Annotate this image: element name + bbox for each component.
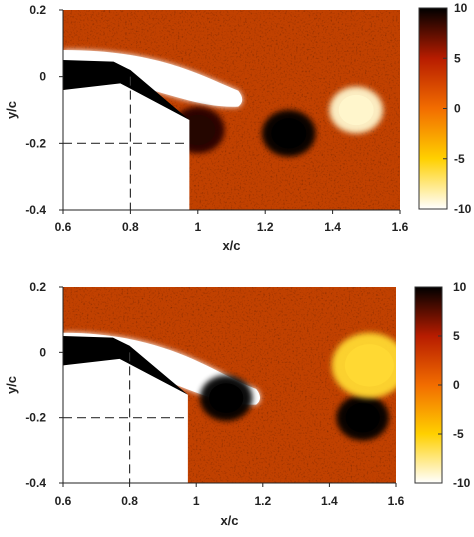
colorbar [418, 7, 448, 210]
vortex-core [345, 402, 380, 433]
vorticity-panel-bottom: 0.6 0.8 1 1.2 1.4 1.6 0.2 0 -0.2 -0.4 x/c y/c 10 5 0 -5… [4, 280, 471, 528]
vortex-core [209, 383, 244, 413]
x-tick-label: 1.6 [392, 220, 409, 234]
colorbar-tick-label: -10 [454, 202, 472, 216]
colorbar-tick-label: -5 [453, 427, 464, 441]
x-tick-label: 0.6 [55, 494, 72, 508]
y-tick-label: -0.4 [25, 203, 46, 217]
colorbar-tick-label: -10 [453, 476, 471, 490]
y-axis-label: y/c [4, 376, 19, 394]
airfoil [63, 336, 188, 395]
colorbar-tick-label: 0 [454, 102, 461, 116]
x-axis-label: x/c [220, 513, 238, 528]
x-tick-label: 1.4 [321, 494, 338, 508]
colorbar-tick-label: 10 [454, 1, 468, 15]
x-tick-label: 1 [194, 220, 201, 234]
turbulent-patch-core [344, 344, 394, 387]
x-axis-label: x/c [222, 238, 240, 253]
vorticity-field [63, 10, 400, 210]
y-tick-label: -0.4 [25, 476, 46, 490]
y-tick-label: -0.2 [25, 411, 46, 425]
vorticity-field [63, 287, 396, 483]
x-tick-label: 1.4 [324, 220, 341, 234]
x-tick-label: 0.6 [55, 220, 72, 234]
colorbar-tick-label: 5 [454, 51, 461, 65]
x-tick-label: 1.2 [257, 220, 274, 234]
x-tick-label: 1.2 [254, 494, 271, 508]
x-tick-label: 1 [193, 494, 200, 508]
colorbar-tick-label: 0 [453, 378, 460, 392]
vorticity-panel-top: 0.6 0.8 1 1.2 1.4 1.6 0.2 0 -0.2 -0.4 x/c y/c 10 5 0 -5… [4, 1, 472, 253]
vortex-core [338, 94, 374, 126]
x-tick-label: 1.6 [388, 494, 405, 508]
vortex-core [271, 118, 307, 149]
y-tick-label: 0 [39, 70, 46, 84]
y-tick-label: -0.2 [25, 136, 46, 150]
x-tick-label: 0.8 [122, 220, 139, 234]
y-tick-label: 0.2 [29, 280, 46, 294]
colorbar-tick-label: 5 [453, 329, 460, 343]
y-tick-label: 0 [39, 345, 46, 359]
y-axis-label: y/c [4, 101, 19, 119]
x-tick-label: 0.8 [121, 494, 138, 508]
colorbar-tick-label: -5 [454, 152, 465, 166]
colorbar [414, 286, 443, 484]
colorbar-tick-label: 10 [453, 280, 467, 294]
y-tick-label: 0.2 [29, 3, 46, 17]
airfoil [63, 60, 190, 120]
